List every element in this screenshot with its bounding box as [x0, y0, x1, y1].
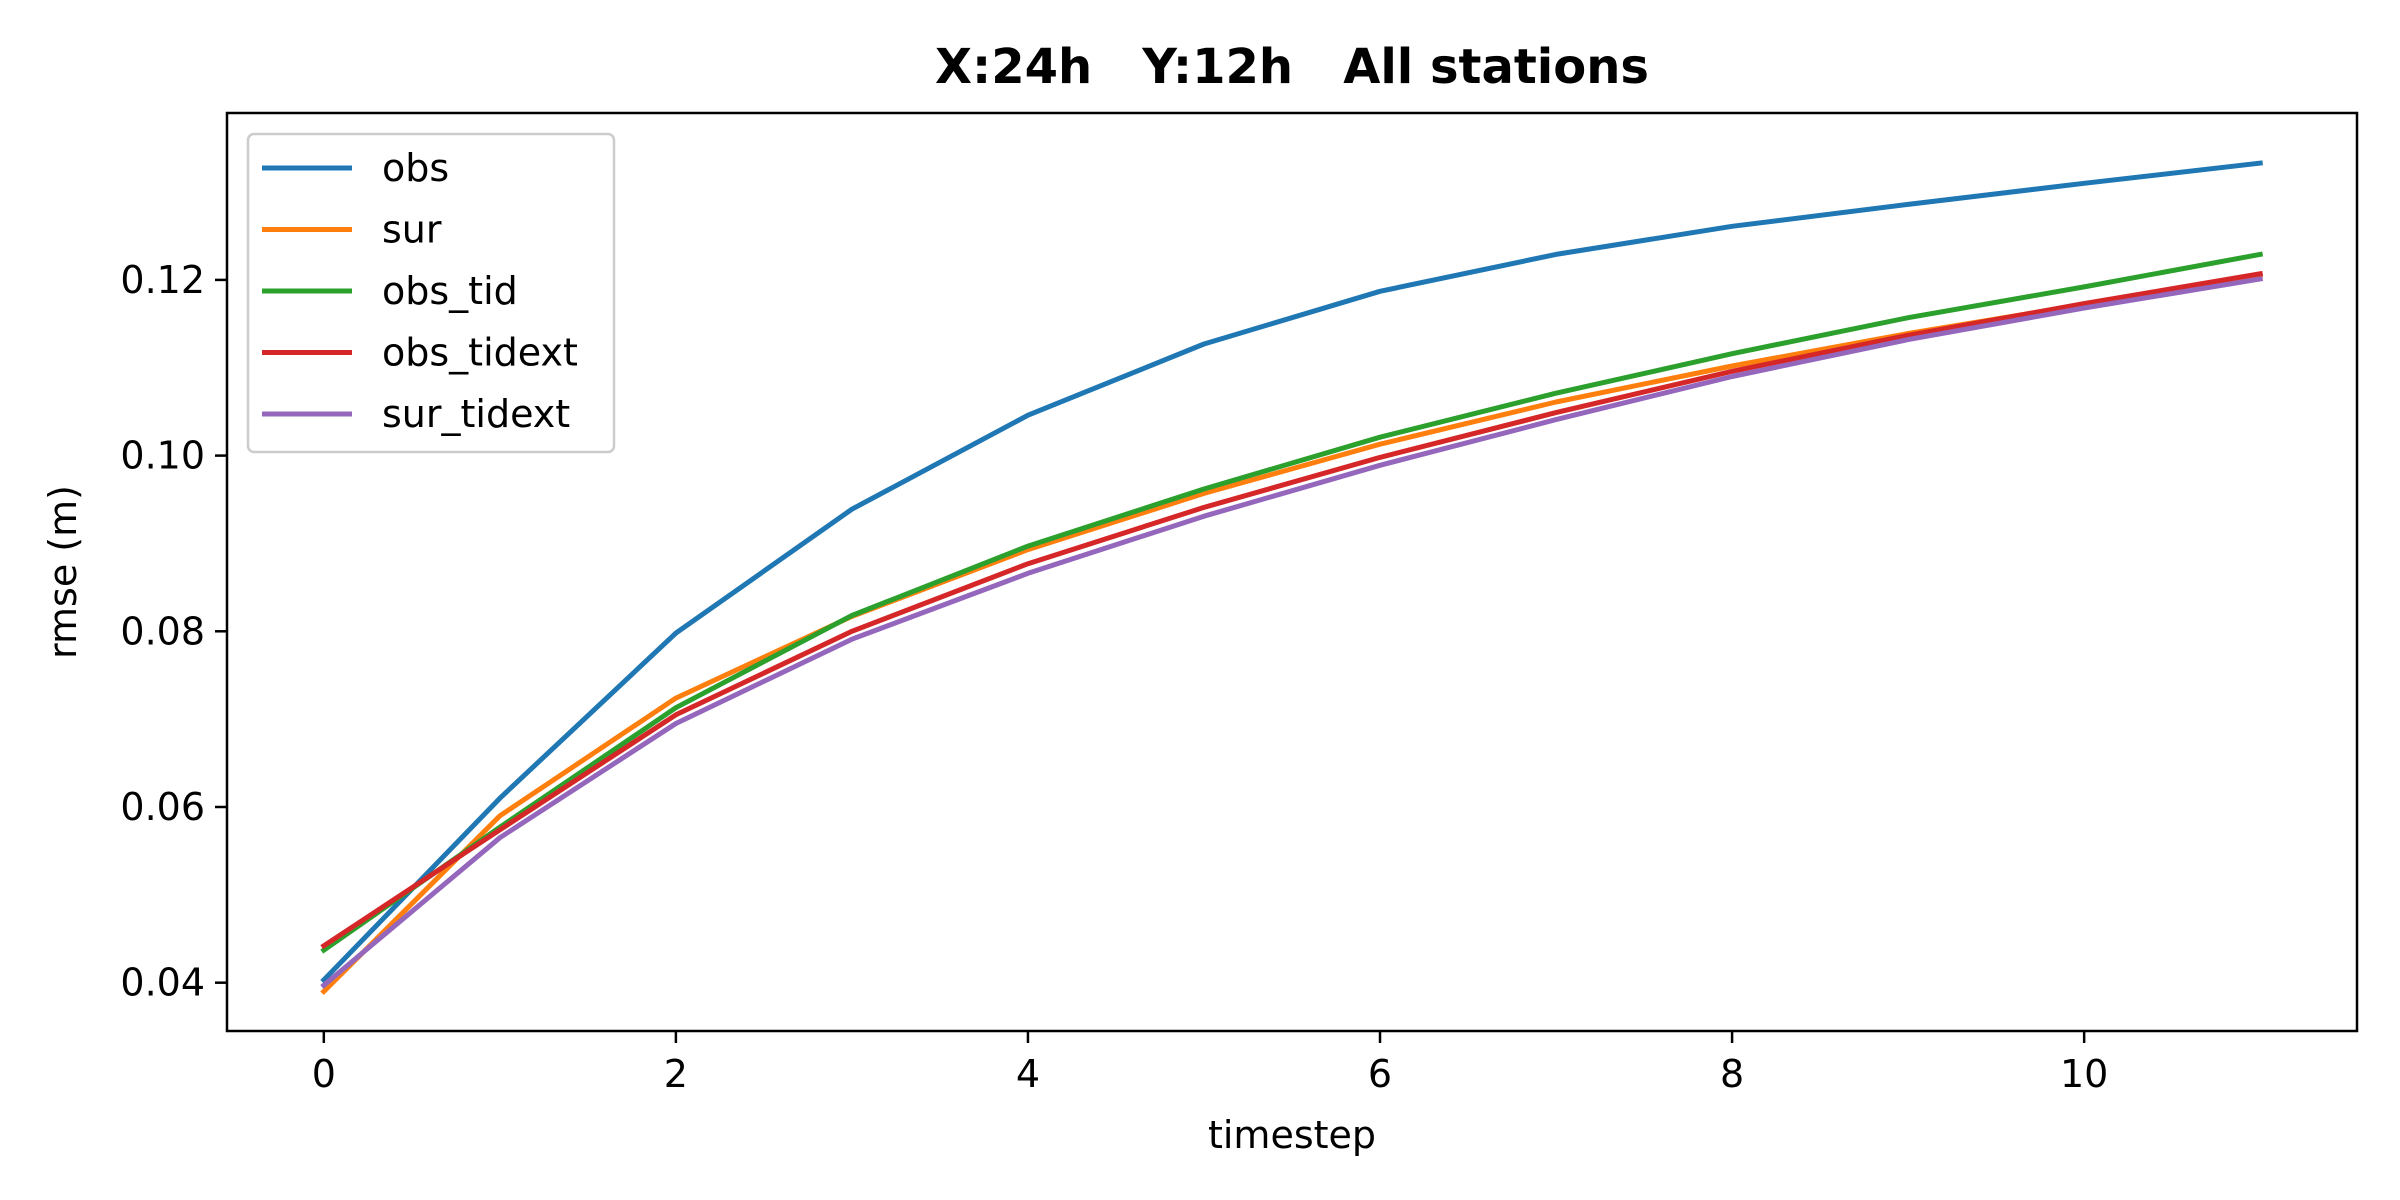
x-tick-label: 4 [1016, 1052, 1040, 1096]
series-line-obs-tidext [320, 270, 2264, 950]
x-axis-label: timestep [1208, 1113, 1376, 1157]
legend-label: obs_tid [382, 269, 518, 313]
y-tick-label: 0.10 [120, 434, 205, 478]
x-tick-label: 2 [664, 1052, 688, 1096]
y-tick-label: 0.04 [120, 961, 205, 1005]
series-lines [320, 160, 2264, 996]
x-tick-label: 0 [312, 1052, 336, 1096]
series-line-obs-tid [320, 251, 2264, 954]
y-tick-label: 0.12 [120, 258, 205, 302]
plot-frame [225, 111, 2359, 1033]
y-axis: 0.04 0.06 0.08 0.10 0.12 [120, 258, 227, 1005]
legend-label: obs_tidext [382, 331, 578, 375]
x-axis: 0 2 4 6 8 10 [312, 1031, 2108, 1096]
legend-box [246, 132, 616, 454]
legend-label: sur_tidext [382, 392, 570, 436]
legend-label: sur [382, 208, 442, 252]
legend-label: obs [382, 146, 449, 190]
y-tick-label: 0.06 [120, 785, 205, 829]
legend: obs sur obs_tid obs_tidext sur_tidext [246, 132, 616, 454]
x-tick-label: 10 [2060, 1052, 2108, 1096]
series-line-sur-tidext [320, 276, 2264, 989]
y-axis-label: rmse (m) [41, 485, 85, 659]
chart-title: X:24h Y:12h All stations [935, 39, 1649, 95]
x-tick-label: 8 [1720, 1052, 1744, 1096]
series-line-obs [320, 160, 2263, 984]
y-tick-label: 0.08 [120, 609, 205, 653]
x-tick-label: 6 [1368, 1052, 1392, 1096]
